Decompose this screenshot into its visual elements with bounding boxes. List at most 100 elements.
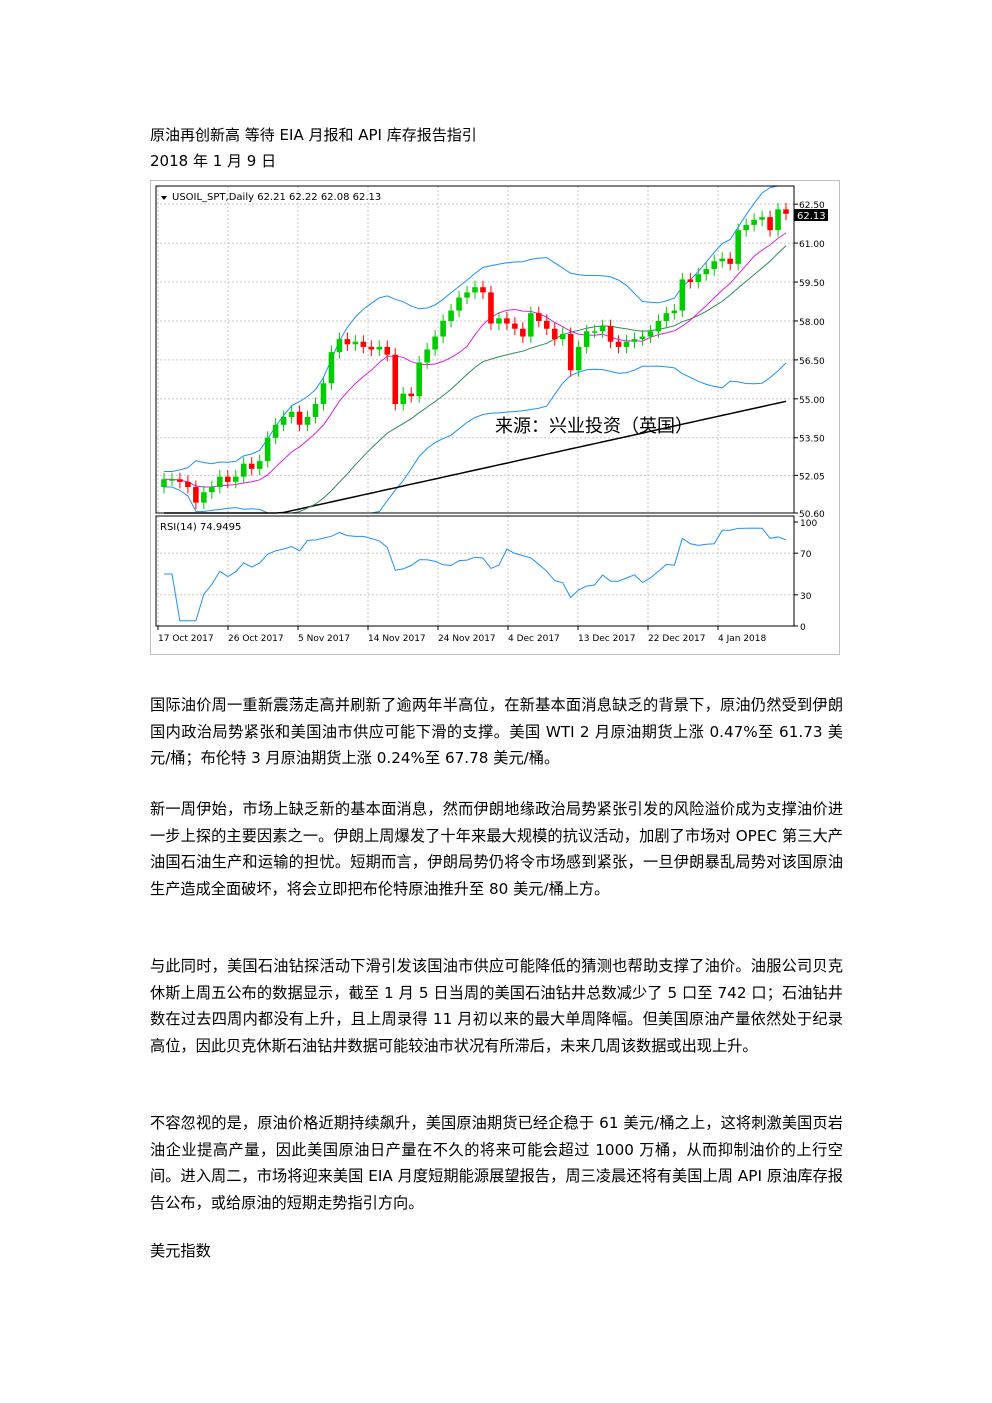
candle-body xyxy=(209,487,215,493)
candle-body xyxy=(751,219,757,225)
candle-body xyxy=(631,339,638,342)
paragraph-2: 新一周伊始，市场上缺乏新的基本面消息，然而伊朗地缘政治局势紧张引发的风险溢价成为… xyxy=(150,800,843,898)
ma-short-line xyxy=(164,232,787,488)
candle-body xyxy=(368,346,375,350)
candle-body xyxy=(536,313,542,321)
candle-body xyxy=(719,258,726,262)
candle-body xyxy=(528,313,534,337)
price-panel-border xyxy=(155,185,795,514)
caret-down-icon xyxy=(161,196,167,200)
candle-body xyxy=(304,416,311,425)
price-tick-label: 61.00 xyxy=(799,240,825,250)
candle-body xyxy=(663,313,670,321)
candle-body xyxy=(448,310,454,321)
candle-body xyxy=(711,261,718,270)
candle-body xyxy=(767,217,773,231)
date-tick-label: 24 Nov 2017 xyxy=(438,634,496,644)
price-tick-label: 56.50 xyxy=(799,357,825,367)
candle-body xyxy=(320,383,327,404)
candle-body xyxy=(376,346,383,350)
candle-body xyxy=(687,279,694,283)
candle-body xyxy=(424,349,430,363)
candle-body xyxy=(193,487,199,503)
current-price-text: 62.13 xyxy=(797,211,826,222)
candle-body xyxy=(703,269,710,275)
candle-body xyxy=(416,362,422,397)
candle-body xyxy=(775,209,781,231)
candle-body xyxy=(567,333,574,371)
paragraph-1: 国际油价周一重新震荡走高并刷新了逾两年半高位，在新基本面消息缺乏的背景下，原油仍… xyxy=(150,696,843,767)
date-tick-label: 14 Nov 2017 xyxy=(368,634,426,644)
candle-body xyxy=(464,292,470,298)
date-tick-label: 17 Oct 2017 xyxy=(158,634,214,644)
candle-body xyxy=(408,393,414,397)
date-tick-label: 4 Dec 2017 xyxy=(508,634,560,644)
rsi-tick-label: 70 xyxy=(800,550,812,560)
candle-body xyxy=(201,492,207,503)
candle-body xyxy=(759,217,765,220)
candle-body xyxy=(432,336,438,350)
price-tick-label: 53.50 xyxy=(799,435,825,445)
price-axis: 62.50 61.00 59.50 58.00 56.50 55.00 53.50 52.05… xyxy=(794,201,825,520)
candle-body xyxy=(288,411,295,417)
candle-body xyxy=(591,331,598,333)
candle-body xyxy=(240,463,247,477)
candle-body xyxy=(296,411,303,425)
candle-body xyxy=(615,341,622,347)
date-tick-label: 22 Dec 2017 xyxy=(648,634,706,644)
rsi-tick-label: 30 xyxy=(800,592,812,602)
candle-body xyxy=(543,320,550,329)
candle-body xyxy=(743,224,749,231)
candle-body xyxy=(169,479,175,481)
candle-body xyxy=(695,274,702,283)
candle-body xyxy=(256,461,263,469)
candle-body xyxy=(504,318,510,324)
rsi-line-group xyxy=(164,527,787,622)
candle-body xyxy=(360,341,367,347)
price-tick-label: 52.05 xyxy=(799,472,825,482)
candle-body xyxy=(185,481,191,488)
rsi-tick-label: 0 xyxy=(800,623,806,633)
candle-body xyxy=(264,437,271,462)
article-title: 原油再创新高 等待 EIA 月报和 API 库存报告指引 xyxy=(150,126,477,144)
candle-body xyxy=(336,339,343,353)
date-tick-label: 13 Dec 2017 xyxy=(578,634,636,644)
candle-body xyxy=(312,404,319,417)
paragraph-4: 不容忽视的是，原油价格近期持续飙升，美国原油期货已经企稳于 61 美元/桶之上，… xyxy=(150,1114,843,1212)
candle-body xyxy=(248,463,255,469)
price-tick-label: 62.50 xyxy=(799,201,825,211)
candle-body xyxy=(352,341,359,345)
candle-body xyxy=(344,339,351,345)
source-watermark: 来源：兴业投资（英国） xyxy=(495,416,693,437)
candle-body xyxy=(679,279,686,311)
price-tick-label: 59.50 xyxy=(799,279,825,289)
current-price-badge xyxy=(794,209,828,221)
price-tick-label: 50.60 xyxy=(799,510,825,520)
date-tick-label: 26 Oct 2017 xyxy=(228,634,284,644)
candle-body xyxy=(655,320,662,332)
candle-body xyxy=(488,292,494,324)
candle-body xyxy=(456,297,462,311)
price-tick-label: 58.00 xyxy=(799,318,825,328)
candle-body xyxy=(384,346,391,355)
candle-body xyxy=(280,416,287,425)
candle-body xyxy=(177,479,183,482)
candle-body xyxy=(727,258,733,264)
candle-body xyxy=(639,336,646,340)
candle-body xyxy=(520,328,526,337)
candle-body xyxy=(575,346,582,371)
date-tick-label: 5 Nov 2017 xyxy=(298,634,350,644)
candle-body xyxy=(472,287,478,293)
candle-body xyxy=(512,323,518,329)
candle-body xyxy=(272,424,279,438)
candle-body xyxy=(671,310,678,314)
paragraph-3: 与此同时，美国石油钻探活动下滑引发该国油市供应可能降低的猜测也帮助支撑了油价。油… xyxy=(150,957,843,1055)
rsi-line xyxy=(164,527,787,622)
candle-body xyxy=(232,476,239,482)
rsi-label: RSI(14) 74.9495 xyxy=(160,522,241,533)
candle-body xyxy=(161,479,167,488)
candle-body xyxy=(783,209,789,214)
candle-body xyxy=(480,287,486,293)
candle-body xyxy=(440,320,446,337)
article-header: 原油再创新高 等待 EIA 月报和 API 库存报告指引 2018 年 1 月 … xyxy=(150,122,477,174)
